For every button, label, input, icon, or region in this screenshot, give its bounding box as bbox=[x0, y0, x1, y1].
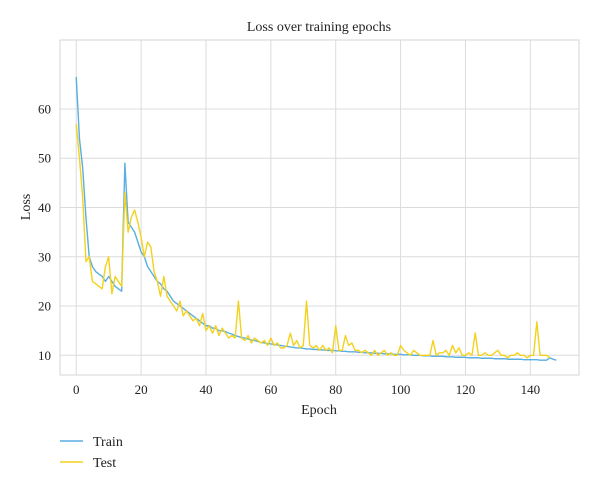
series-lines bbox=[75, 76, 557, 361]
plot-frame bbox=[59, 39, 580, 376]
x-tick-labels: 0 20 40 60 80 100 120 140 bbox=[73, 382, 540, 397]
x-tick-label: 20 bbox=[135, 382, 148, 397]
y-tick-label: 60 bbox=[38, 101, 51, 116]
y-tick-label: 30 bbox=[38, 249, 51, 264]
legend-label-train: Train bbox=[93, 435, 123, 450]
x-axis-label: Epoch bbox=[301, 403, 337, 418]
y-tick-label: 20 bbox=[38, 299, 51, 314]
y-axis-label: Loss bbox=[19, 194, 34, 220]
series-line-test bbox=[75, 123, 551, 359]
chart-title: Loss over training epochs bbox=[247, 20, 391, 35]
y-tick-labels: 10 20 30 40 50 60 bbox=[38, 101, 51, 362]
y-tick-label: 10 bbox=[38, 348, 51, 363]
x-tick-label: 100 bbox=[391, 382, 411, 397]
y-tick-label: 40 bbox=[38, 200, 51, 215]
series-line-train bbox=[75, 76, 557, 361]
x-tick-label: 80 bbox=[329, 382, 342, 397]
legend: Train Test bbox=[60, 435, 123, 471]
x-tick-label: 60 bbox=[264, 382, 277, 397]
x-tick-label: 0 bbox=[73, 382, 80, 397]
legend-label-test: Test bbox=[93, 456, 116, 471]
x-tick-label: 140 bbox=[521, 382, 541, 397]
x-tick-label: 120 bbox=[456, 382, 476, 397]
y-tick-label: 50 bbox=[38, 151, 51, 166]
x-tick-label: 40 bbox=[199, 382, 212, 397]
grid-lines bbox=[60, 40, 579, 375]
